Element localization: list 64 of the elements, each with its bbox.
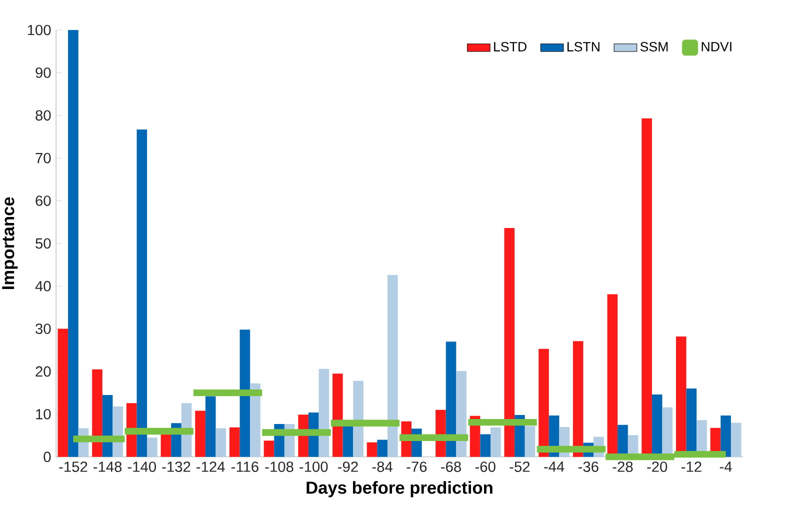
bar	[366, 442, 378, 457]
x-tick-label: -100	[300, 461, 328, 472]
x-tick-label: -12	[681, 461, 702, 472]
x-tick-label: -84	[372, 461, 392, 472]
bar	[342, 426, 354, 457]
bar	[730, 422, 742, 457]
bar	[136, 129, 148, 457]
bar	[538, 348, 549, 457]
bar	[456, 370, 466, 457]
x-tick-label: -52	[510, 461, 530, 472]
bar	[353, 380, 364, 457]
x-tick-label: -116	[231, 461, 258, 472]
y-tick-label: 80	[36, 110, 51, 120]
bar	[524, 426, 536, 457]
y-axis-title: Importance	[2, 197, 18, 289]
x-tick-label: -60	[475, 461, 496, 472]
legend-label: SSM	[640, 42, 668, 52]
x-tick-label: -132	[162, 461, 190, 472]
x-tick-label: -28	[612, 461, 633, 472]
y-tick-label: 30	[36, 324, 51, 334]
bar	[446, 342, 456, 457]
y-tick-label: 20	[36, 366, 51, 377]
bar	[387, 274, 398, 457]
legend-label: LSTD	[494, 42, 526, 52]
bar	[147, 438, 158, 457]
y-tick-label: 60	[36, 195, 51, 206]
bar	[58, 328, 68, 457]
y-tick-label: 70	[36, 152, 51, 164]
bar	[504, 228, 515, 457]
x-tick-label: -20	[647, 461, 668, 472]
bar	[92, 369, 102, 457]
legend-label: LSTN	[567, 42, 600, 52]
y-tick-label: 90	[36, 67, 51, 78]
x-tick-label: -44	[544, 461, 564, 472]
x-tick-label: -68	[441, 461, 461, 472]
y-tick-label: 0	[44, 452, 51, 462]
x-tick-label: -76	[406, 461, 427, 472]
y-tick-label: 40	[35, 280, 51, 292]
x-tick-label: -152	[59, 461, 88, 472]
x-tick-label: -92	[338, 461, 358, 472]
bar	[195, 410, 206, 457]
bar	[205, 396, 216, 457]
y-tick-label: 100	[28, 24, 51, 36]
x-axis-title: Days before prediction	[306, 481, 492, 498]
bar	[490, 427, 501, 457]
bar	[720, 415, 731, 457]
bar	[377, 440, 388, 457]
x-tick-label: -124	[196, 461, 225, 472]
x-tick-label: -36	[578, 461, 598, 472]
bar	[572, 341, 584, 457]
x-tick-label: -4	[720, 461, 732, 472]
bar	[264, 440, 274, 457]
legend-label: NDVI	[702, 42, 732, 52]
x-tick-label: -148	[94, 461, 122, 472]
bar	[240, 330, 250, 457]
bar	[229, 427, 240, 457]
bar	[216, 428, 226, 457]
y-tick-label: 10	[36, 408, 51, 420]
bar	[480, 434, 491, 457]
x-tick-label: -140	[128, 461, 156, 472]
bar	[68, 30, 78, 457]
bar	[332, 374, 343, 457]
x-tick-label: -108	[265, 461, 294, 472]
y-tick-label: 50	[36, 238, 51, 249]
